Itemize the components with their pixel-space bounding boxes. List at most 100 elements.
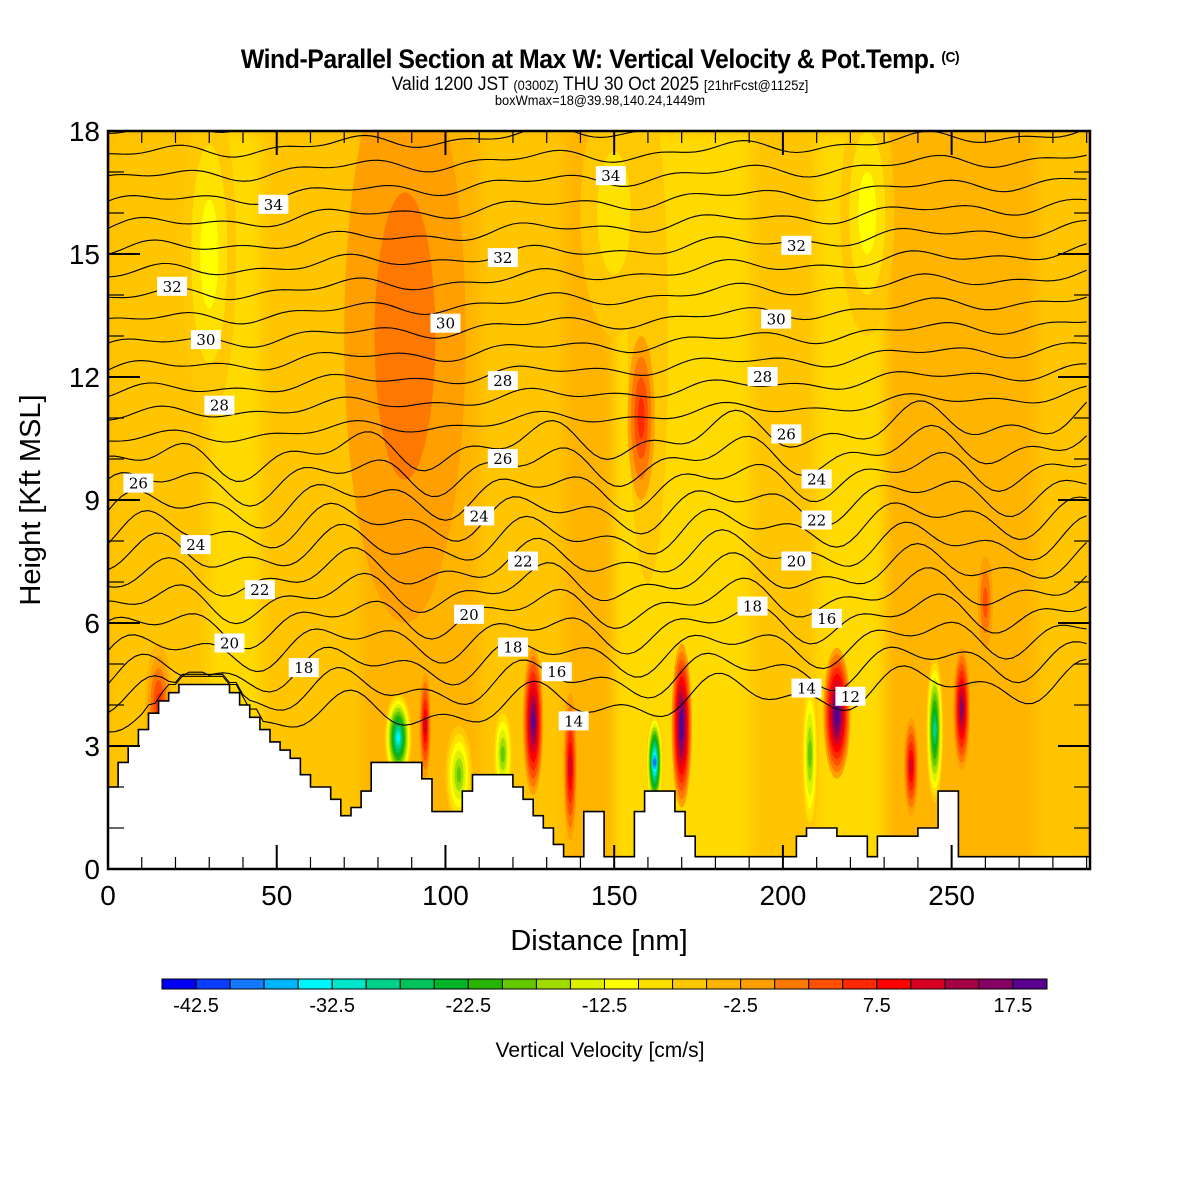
velocity-cell bbox=[523, 647, 544, 796]
contour-label-box bbox=[190, 330, 221, 350]
velocity-level bbox=[531, 713, 536, 730]
x-tick-label: 200 bbox=[760, 880, 807, 911]
colorbar-tick-label: -32.5 bbox=[309, 995, 355, 1017]
theta-contour bbox=[108, 451, 1087, 529]
theta-contour bbox=[108, 243, 1087, 301]
colorbar-swatch bbox=[195, 978, 231, 990]
contour-label-text: 24 bbox=[807, 471, 826, 489]
contour-label-box bbox=[497, 637, 528, 657]
theta-contour bbox=[108, 131, 685, 158]
contour-label-box bbox=[487, 449, 518, 468]
contour-label: 26 bbox=[123, 473, 154, 493]
contour-label-box bbox=[508, 551, 539, 571]
contour-label: 28 bbox=[204, 395, 235, 415]
colorbar-swatch bbox=[672, 978, 708, 990]
contour-label-text: 22 bbox=[514, 553, 533, 571]
velocity-cell bbox=[627, 336, 655, 500]
contour-label-text: 22 bbox=[250, 581, 269, 599]
velocity-level bbox=[396, 734, 401, 742]
contour-label-text: 34 bbox=[264, 196, 283, 214]
contour-label-box bbox=[771, 424, 802, 444]
contour-label-text: 30 bbox=[436, 315, 455, 333]
velocity-level bbox=[909, 758, 914, 775]
x-tick-label: 0 bbox=[100, 880, 116, 911]
velocity-cell bbox=[975, 541, 996, 664]
contour-label: 26 bbox=[487, 449, 518, 468]
contour-label-box bbox=[464, 506, 495, 526]
contour-label-box bbox=[258, 194, 289, 214]
velocity-cell bbox=[823, 647, 851, 779]
contour-label-text: 16 bbox=[547, 663, 566, 681]
colorbar-swatch bbox=[331, 978, 367, 990]
y-tick-label: 6 bbox=[84, 608, 100, 639]
velocity-level bbox=[423, 716, 428, 735]
contour-label: 34 bbox=[595, 166, 626, 186]
velocity-level bbox=[932, 722, 937, 737]
y-tick-label: 12 bbox=[69, 362, 100, 393]
contour-label: 14 bbox=[558, 711, 589, 731]
contour-label-box bbox=[214, 633, 245, 653]
contour-label-box bbox=[454, 604, 485, 624]
contour-label: 30 bbox=[190, 330, 221, 350]
velocity-level bbox=[637, 397, 645, 439]
velocity-cell bbox=[384, 692, 412, 783]
contour-label-box bbox=[801, 510, 832, 530]
x-axis-label: Distance [nm] bbox=[510, 925, 687, 957]
colorbar-swatch bbox=[910, 978, 946, 990]
colorbar: -42.5 -32.5 -22.5 -12.5 -2.5 7.5 17.5 bbox=[161, 978, 1048, 1017]
contour-label-box bbox=[157, 276, 188, 296]
contour-label-text: 14 bbox=[797, 680, 816, 698]
contour-label-box bbox=[595, 166, 626, 186]
x-tick-label: 150 bbox=[591, 880, 638, 911]
contour-label: 18 bbox=[497, 637, 528, 657]
contour-label: 32 bbox=[157, 276, 188, 296]
colorbar-swatch bbox=[638, 978, 674, 990]
theta-contour bbox=[108, 56, 1087, 112]
terrain-mask bbox=[108, 683, 1090, 869]
colorbar-swatch bbox=[842, 978, 878, 990]
contour-label: 28 bbox=[747, 367, 778, 386]
contour-label-box bbox=[737, 596, 768, 616]
theta-contour bbox=[108, 321, 1087, 371]
colorbar-swatch bbox=[161, 978, 197, 990]
colorbar-swatch bbox=[876, 978, 912, 990]
contour-label: 22 bbox=[508, 551, 539, 571]
contour-label: 24 bbox=[180, 535, 211, 555]
chart-title: Wind-Parallel Section at Max W: Vertical… bbox=[48, 44, 1152, 75]
x-tick-label: 250 bbox=[928, 880, 975, 911]
colorbar-swatch bbox=[706, 978, 742, 990]
velocity-cell bbox=[418, 664, 432, 787]
velocity-level bbox=[679, 717, 684, 734]
theta-contour bbox=[108, 296, 1087, 348]
contour-label-text: 26 bbox=[493, 450, 512, 468]
contour-label: 16 bbox=[811, 608, 842, 628]
x-tick-label: 100 bbox=[422, 880, 469, 911]
axes: 0 50 100 150 200 250 0 3 6 9 12 15 18 bbox=[69, 116, 1092, 911]
colorbar-swatch bbox=[263, 978, 299, 990]
velocity-level bbox=[500, 746, 505, 763]
field-band bbox=[479, 131, 566, 869]
colorbar-tick-label: 7.5 bbox=[863, 995, 891, 1017]
contour-label: 20 bbox=[214, 633, 245, 653]
colorbar-swatch bbox=[978, 978, 1014, 990]
theta-contour bbox=[108, 641, 1087, 714]
contour-label: 34 bbox=[258, 194, 289, 214]
contour-label-box bbox=[747, 367, 778, 386]
colorbar-swatch bbox=[1012, 978, 1048, 990]
contour-label: 14 bbox=[791, 678, 822, 698]
contour-label-text: 18 bbox=[503, 639, 522, 657]
colorbar-swatch bbox=[365, 978, 401, 990]
contour-label-text: 20 bbox=[460, 606, 479, 624]
contour-label-text: 18 bbox=[294, 659, 313, 677]
forecast-info: [21hrFcst@1125z] bbox=[703, 77, 809, 93]
velocity-cell bbox=[801, 672, 819, 837]
y-tick-label: 15 bbox=[69, 239, 100, 270]
contour-label-text: 12 bbox=[841, 688, 860, 706]
colorbar-tick-label: -42.5 bbox=[173, 995, 219, 1017]
theta-contour bbox=[108, 479, 1087, 549]
colorbar-swatch bbox=[774, 978, 810, 990]
contour-label: 20 bbox=[781, 551, 812, 571]
valid-date: THU 30 Oct 2025 bbox=[563, 74, 700, 95]
colorbar-swatch bbox=[944, 978, 980, 990]
contour-label: 18 bbox=[288, 658, 319, 678]
